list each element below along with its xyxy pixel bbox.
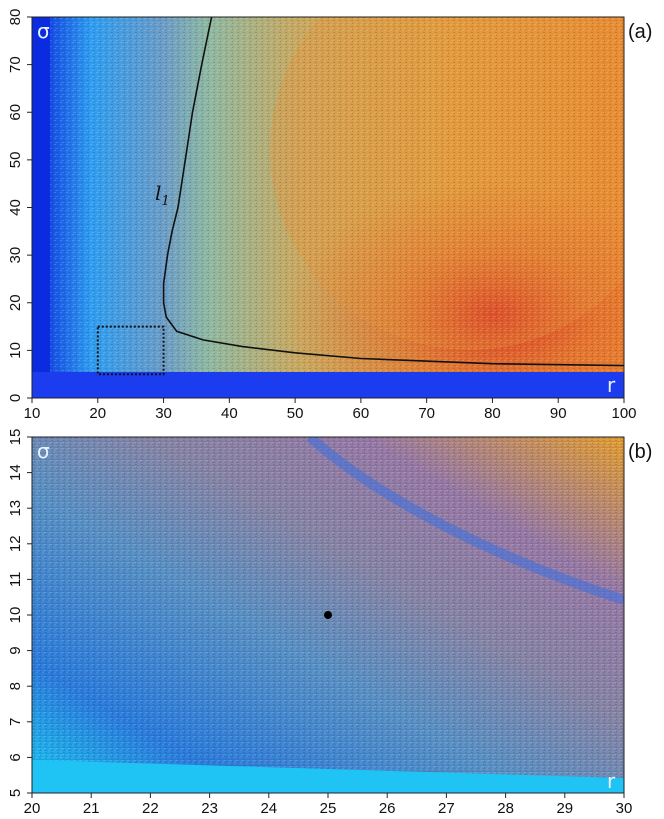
curve-l1-label-sub: 1 [161,194,169,209]
panel-a-tag: (a) [628,21,652,43]
panel-b-y-tick-label: 8 [7,682,24,690]
panel-a-left-band [32,17,50,398]
panel-b-x-tick-label: 21 [83,800,100,817]
panel-a-y-tick-label: 30 [7,247,24,264]
panel-b-y-tick-label: 13 [7,500,24,517]
panel-b-x-tick-label: 27 [438,800,455,817]
panel-a-sigma-label: σ [37,19,50,43]
inset-rectangle [96,325,165,376]
panel-b-x-tick-label: 29 [556,800,573,817]
panel-b-y-tick-label: 11 [7,572,24,588]
curve-l1-label: l1 [155,181,170,209]
panel-a-x-tick-label: 80 [484,405,501,422]
panel-b-band [306,437,624,605]
panel-a-y-tick-label: 0 [7,394,24,402]
panel-a-x-tick-label: 10 [24,405,41,422]
panel-b-x-tick-label: 30 [616,800,633,817]
panel-a-x-tick-label: 100 [611,405,636,422]
panel-a-y-tick-label: 80 [7,9,24,26]
panel-b-x-tick-label: 25 [320,800,337,817]
panel-b-y-tick-label: 15 [7,429,24,446]
marked-point [324,611,332,619]
inset-rectangle-outline [96,325,165,376]
panel-a-y-tick-label: 50 [7,152,24,169]
panel-b-x-tick-label: 23 [201,800,218,817]
panel-b-y-tick-label: 7 [7,718,24,726]
panel-a-bottom-band [32,372,624,398]
marked-point-dot [324,611,332,619]
panel-b-x-tick-label: 22 [142,800,159,817]
curve-l1-line [162,17,624,367]
panel-b-x-tick-label: 28 [497,800,514,817]
panel-a-x-tick-label: 60 [353,405,370,422]
panel-b-sigma-label: σ [37,439,50,463]
panel-b-tag: (b) [628,441,652,463]
panel-a-y-tick-label: 60 [7,104,24,121]
panel-a-y-tick-label: 20 [7,294,24,311]
panel-b-y-tick-label: 5 [7,789,24,797]
panel-b-x-tick-label: 20 [24,800,41,817]
panel-b-y-tick-label: 10 [7,607,24,624]
panel-a-x-tick-label: 70 [418,405,435,422]
panel-a-y-tick-label: 10 [7,342,24,359]
panel-a [32,17,624,398]
curve-l1-label-main: l [155,181,161,205]
panel-a-x-tick-label: 90 [550,405,567,422]
panel-b-low-band [32,760,624,793]
panel-b-axes: 20 21 22 23 24 25 26 27 28 29 30 5 6 7 8 9 10 11 12 13 14 15 [7,429,632,817]
panel-b-x-tick-label: 24 [260,800,277,817]
panel-a-texture [32,17,624,398]
panel-b-r-label: r [607,769,616,793]
panel-b-y-tick-label: 6 [7,753,24,761]
panel-a-y-tick-label: 70 [7,56,24,73]
panel-b-x-tick-label: 26 [379,800,396,817]
panel-b-y-tick-label: 9 [7,646,24,654]
panel-a-x-tick-label: 50 [287,405,304,422]
curve-l1 [162,17,624,367]
panel-a-r-label: r [607,373,616,397]
panel-a-x-tick-label: 40 [221,405,238,422]
panel-b-y-tick-label: 14 [7,464,24,481]
panel-b [32,437,624,793]
panel-a-x-tick-label: 20 [89,405,106,422]
panel-a-x-tick-label: 30 [155,405,172,422]
panel-b-y-tick-label: 12 [7,535,24,552]
panel-a-y-tick-label: 40 [7,199,24,216]
